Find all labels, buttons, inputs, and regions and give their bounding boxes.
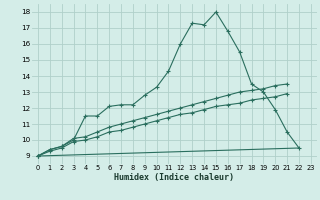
X-axis label: Humidex (Indice chaleur): Humidex (Indice chaleur): [115, 173, 234, 182]
